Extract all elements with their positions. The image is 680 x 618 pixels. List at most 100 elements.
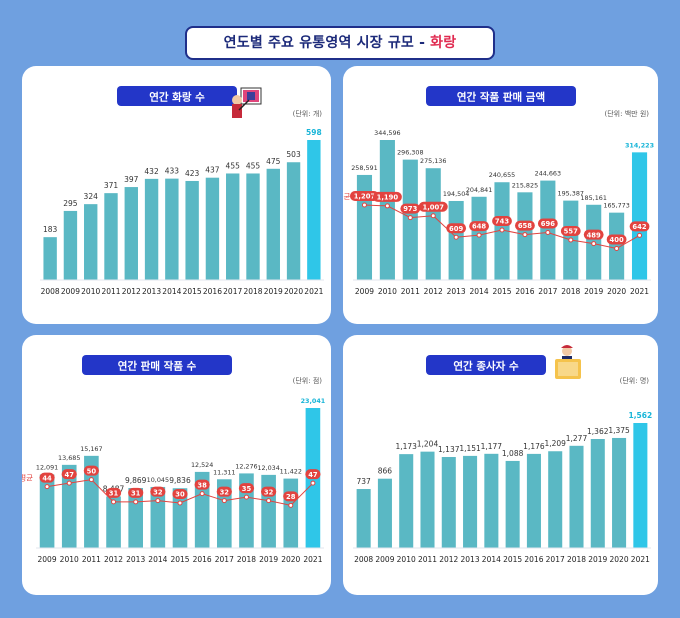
avg-value-label: 50 xyxy=(87,467,97,475)
x-tick-label: 2014 xyxy=(148,555,167,564)
x-tick-label: 2019 xyxy=(588,555,607,564)
bar-value-label: 215,825 xyxy=(512,181,538,189)
avg-value-label: 642 xyxy=(632,223,646,231)
bar-value-label: 397 xyxy=(124,175,139,184)
avg-point xyxy=(476,232,482,238)
x-tick-label: 2011 xyxy=(82,555,101,564)
avg-point xyxy=(111,499,117,505)
x-tick-label: 2014 xyxy=(470,287,489,296)
panel-works-sold: 연간 판매 작품 수 (단위: 점) 12,091 2009 13,685 2010 15,… xyxy=(22,335,331,595)
bar xyxy=(43,237,57,280)
avg-point xyxy=(266,498,272,504)
bar xyxy=(261,474,276,548)
avg-point xyxy=(221,498,227,504)
avg-point xyxy=(177,500,183,506)
bar xyxy=(377,478,392,548)
avg-badge xyxy=(372,191,402,202)
x-tick-label: 2017 xyxy=(546,555,565,564)
panel-sales-amount: 연간 작품 판매 금액 (단위: 백만 원) 258,591 2009 344,596 2… xyxy=(343,66,658,324)
page-title: 연도별 주요 유통영역 시장 규모 - 화랑 xyxy=(185,26,495,60)
avg-value-label: 557 xyxy=(564,228,578,236)
x-tick-label: 2011 xyxy=(401,287,420,296)
avg-point xyxy=(407,215,413,221)
bar-value-label: 23,041 xyxy=(301,397,326,405)
chart-title: 연간 작품 판매 금액 xyxy=(457,91,545,104)
x-tick-label: 2010 xyxy=(378,287,397,296)
chart-title-pill xyxy=(82,355,232,375)
bar-value-label: 10,045 xyxy=(147,476,169,484)
x-tick-label: 2019 xyxy=(264,287,283,296)
x-tick-label: 2012 xyxy=(424,287,443,296)
avg-value-label: 609 xyxy=(449,225,463,233)
bar xyxy=(124,187,138,280)
avg-legend-label: 평균 xyxy=(343,191,351,201)
unit-label: (단위: 명) xyxy=(620,376,650,385)
chart-title: 연간 종사자 수 xyxy=(453,360,519,373)
avg-point xyxy=(310,480,316,486)
x-tick-label: 2010 xyxy=(81,287,100,296)
avg-point xyxy=(199,491,205,497)
bar-value-label: 240,655 xyxy=(489,171,515,179)
avg-point xyxy=(384,203,390,209)
bar-value-label: 433 xyxy=(165,167,180,176)
bar-value-label: 423 xyxy=(185,169,200,178)
avg-point xyxy=(614,245,620,251)
bar-value-label: 314,223 xyxy=(625,141,654,149)
bar xyxy=(205,177,220,280)
avg-badge xyxy=(83,465,99,476)
x-tick-label: 2013 xyxy=(461,555,480,564)
bar xyxy=(448,200,464,280)
x-tick-label: 2011 xyxy=(418,555,437,564)
bar-value-label: 12,276 xyxy=(235,462,257,470)
avg-badge xyxy=(583,229,604,240)
bar xyxy=(61,464,77,548)
avg-badge xyxy=(400,203,421,214)
avg-badge xyxy=(194,479,210,490)
bar-value-label: 503 xyxy=(286,150,301,159)
bar xyxy=(548,451,563,548)
bar-value-label: 13,685 xyxy=(58,454,80,462)
bar-value-label: 204,841 xyxy=(466,186,492,194)
x-tick-label: 2012 xyxy=(122,287,141,296)
x-tick-label: 2020 xyxy=(281,555,300,564)
chart-sales-amount: 연간 작품 판매 금액 (단위: 백만 원) 258,591 2009 344,596 2… xyxy=(343,86,654,296)
unit-label: (단위: 개) xyxy=(293,109,323,118)
bar xyxy=(63,210,78,280)
bar-value-label: 371 xyxy=(104,181,119,190)
avg-value-label: 31 xyxy=(109,489,119,497)
avg-point xyxy=(568,237,574,243)
bar-value-label: 12,034 xyxy=(257,464,279,472)
bar-value-label: 194,504 xyxy=(443,190,469,198)
bar-value-label: 1,151 xyxy=(459,444,481,453)
bar xyxy=(144,178,159,280)
avg-value-label: 648 xyxy=(472,223,486,231)
bar-value-label: 1,173 xyxy=(395,442,417,451)
bar xyxy=(612,437,627,548)
avg-point xyxy=(88,477,94,483)
bar-value-label: 1,277 xyxy=(566,434,588,443)
bar-value-label: 1,137 xyxy=(438,445,460,454)
page-title-main: 연도별 주요 유통영역 시장 규모 - xyxy=(223,35,426,51)
avg-value-label: 30 xyxy=(175,491,185,499)
x-tick-label: 2017 xyxy=(538,287,557,296)
chart-employees: 연간 종사자 수 (단위: 명) 737 2008 866 2009 1,173 2010 1,… xyxy=(353,345,652,564)
avg-value-label: 32 xyxy=(264,488,274,496)
bar-value-label: 9,869 xyxy=(125,476,147,485)
avg-point xyxy=(44,484,50,490)
avg-point xyxy=(133,499,139,505)
x-tick-label: 2018 xyxy=(243,287,262,296)
bar xyxy=(356,174,373,280)
avg-value-label: 32 xyxy=(153,488,163,496)
avg-value-label: 47 xyxy=(64,471,74,479)
bar xyxy=(194,471,210,548)
avg-legend-label: 평균 xyxy=(22,473,33,483)
x-tick-label: 2008 xyxy=(354,555,373,564)
avg-badge xyxy=(418,201,448,212)
bar xyxy=(631,152,648,280)
avg-badge xyxy=(172,489,188,499)
x-tick-label: 2009 xyxy=(61,287,80,296)
avg-value-label: 1,007 xyxy=(422,203,444,211)
bar xyxy=(471,196,487,280)
x-tick-label: 2010 xyxy=(60,555,79,564)
x-tick-label: 2020 xyxy=(610,555,629,564)
